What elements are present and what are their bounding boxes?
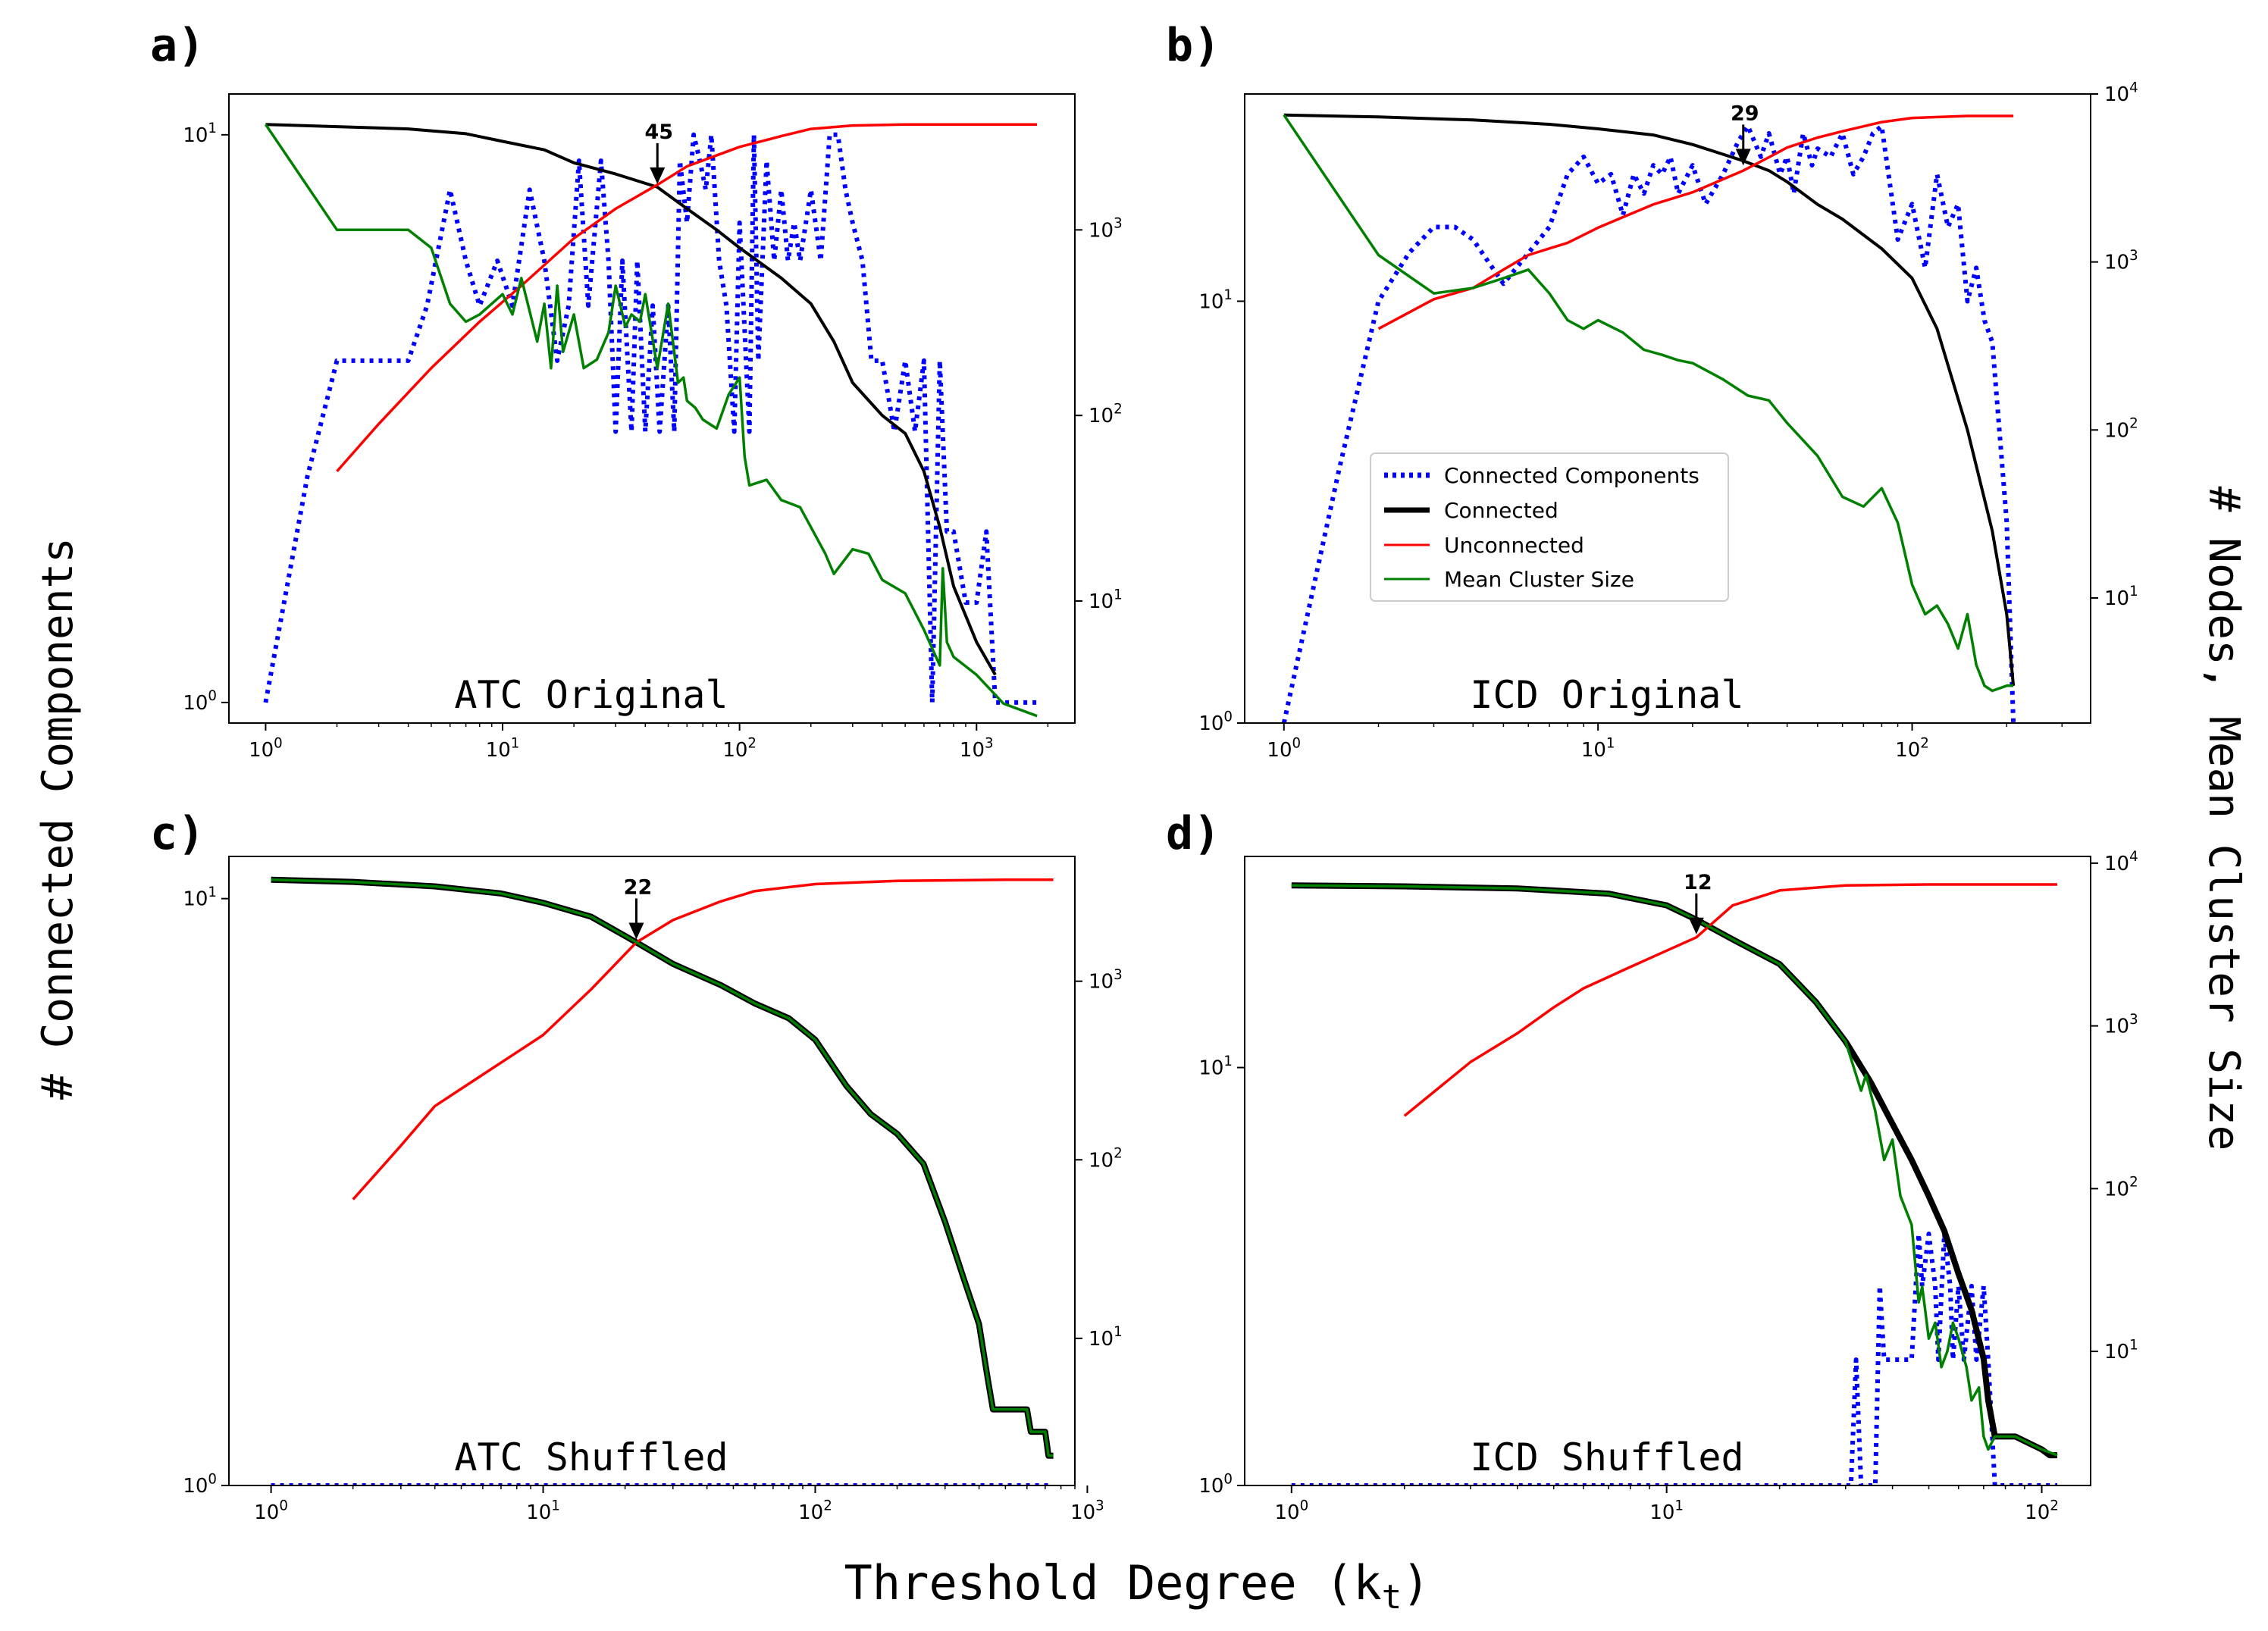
x-tick-label: 101: [1581, 735, 1615, 762]
y-left-tick-label: 101: [1198, 1053, 1233, 1080]
series-line-connected-components: [1291, 1232, 2057, 1485]
x-tick-label: 100: [249, 735, 283, 762]
y-right-tick-label: 102: [1089, 1146, 1123, 1172]
y-right-tick-label: 101: [2104, 584, 2138, 610]
panel-letter: c): [150, 807, 205, 860]
series-line-unconnected: [1403, 883, 2057, 1117]
series-line-connected: [265, 123, 997, 676]
crossover-label: 22: [624, 875, 653, 899]
x-tick-label: 103: [1070, 1498, 1104, 1524]
panel-c: c) 100 101 102 103 100 101 101 102 103 22 ATC Shuff…: [150, 807, 1123, 1524]
x-tick-label: 101: [486, 735, 520, 762]
x-tick-label: 102: [1895, 735, 1929, 762]
series-line-connected: [271, 876, 1054, 1459]
plot-frame: [1244, 856, 2091, 1486]
crossover-label: 12: [1684, 871, 1712, 894]
panel-title: ATC Original: [454, 673, 728, 717]
x-axis-label-sub: t: [1382, 1578, 1402, 1617]
series-line-connected-components: [1281, 124, 2016, 723]
panel-letter: b): [1166, 19, 1220, 72]
plot-frame: [228, 856, 1076, 1486]
y-left-tick-label: 100: [183, 688, 217, 715]
y-left-tick-label: 101: [1198, 287, 1233, 314]
x-axis-label: Threshold Degree (kt): [844, 1555, 1430, 1617]
x-axis-label-main: Threshold Degree (k: [844, 1555, 1381, 1611]
legend-label-connected-components: Connected Components: [1444, 463, 1699, 488]
panel-title: ICD Shuffled: [1470, 1435, 1743, 1479]
y-left-tick-label: 100: [1198, 1471, 1233, 1498]
y-right-tick-label: 101: [2104, 1337, 2138, 1363]
crossover-label: 45: [644, 121, 673, 144]
panel-a: a) 100 101 102 103 100 101 101 102 103 45 ATC Origi…: [150, 19, 1123, 762]
series-line-unconnected: [1377, 114, 2014, 330]
x-tick-label: 101: [526, 1498, 560, 1524]
series-line-mean-cluster-size: [1283, 114, 2014, 693]
panel-letter: a): [150, 19, 205, 72]
y-right-tick-label: 101: [1089, 587, 1123, 613]
legend-label-connected: Connected: [1444, 498, 1558, 523]
series-line-unconnected: [352, 878, 1054, 1201]
y-left-tick-label: 101: [183, 884, 217, 911]
x-tick-label: 102: [2025, 1498, 2059, 1524]
y-right-tick-label: 102: [2104, 1175, 2138, 1201]
panel-letter: d): [1166, 807, 1220, 860]
x-tick-label: 103: [960, 735, 994, 762]
series-line-connected: [1291, 882, 2057, 1459]
y-axis-label-left: # Connected Components: [33, 537, 83, 1100]
x-tick-label: 100: [1274, 1498, 1308, 1524]
y-left-tick-label: 101: [183, 121, 217, 147]
crossover-arrow-head: [628, 922, 644, 940]
legend-label-mean-cluster-size: Mean Cluster Size: [1444, 567, 1634, 592]
y-right-tick-label: 102: [2104, 416, 2138, 443]
y-right-tick-label: 103: [2104, 248, 2138, 274]
series-line-connected: [1283, 113, 2016, 686]
y-right-tick-label: 104: [2104, 80, 2138, 106]
series-line-mean-cluster-size: [264, 124, 1038, 718]
y-right-tick-label: 103: [1089, 216, 1123, 243]
series-line-connected-components: [263, 132, 1038, 705]
legend: Connected Components Connected Unconnect…: [1370, 452, 1729, 602]
panel-title: ATC Shuffled: [454, 1435, 728, 1479]
plot-frame: [1244, 93, 2091, 724]
crossover-label: 29: [1731, 102, 1759, 125]
panel-title: ICD Original: [1470, 673, 1743, 717]
y-left-tick-label: 100: [183, 1471, 217, 1498]
legend-box: [1370, 452, 1729, 602]
crossover-arrow-head: [1688, 917, 1704, 934]
panel-d: d) 100 101 102 100 101 101 102 103 104 12 ICD Shuff…: [1166, 807, 2138, 1524]
y-right-tick-label: 101: [1089, 1324, 1123, 1351]
plot-frame: [228, 93, 1076, 724]
x-axis-label-end: ): [1402, 1555, 1430, 1611]
x-tick-label: 102: [798, 1498, 832, 1524]
x-tick-label: 100: [1267, 735, 1301, 762]
series-line-mean-cluster-size: [1291, 884, 2058, 1457]
legend-label-unconnected: Unconnected: [1444, 533, 1584, 558]
x-tick-label: 100: [254, 1498, 288, 1524]
series-line-unconnected: [336, 123, 1038, 473]
y-right-tick-label: 103: [1089, 967, 1123, 994]
y-right-tick-label: 102: [1089, 401, 1123, 427]
y-left-tick-label: 100: [1198, 709, 1233, 735]
crossover-arrow-head: [1735, 149, 1751, 166]
y-right-tick-label: 104: [2104, 849, 2138, 875]
x-tick-label: 101: [1649, 1498, 1684, 1524]
y-right-tick-label: 103: [2104, 1012, 2138, 1038]
panel-b: b) 100 101 102 100 101 101 102 103 104 29 ICD Origi…: [1166, 19, 2138, 762]
y-axis-label-right: # Nodes, Mean Cluster Size: [2199, 487, 2248, 1151]
crossover-arrow-head: [650, 167, 666, 184]
series-line-mean-cluster-size: [271, 878, 1054, 1457]
x-tick-label: 102: [722, 735, 757, 762]
